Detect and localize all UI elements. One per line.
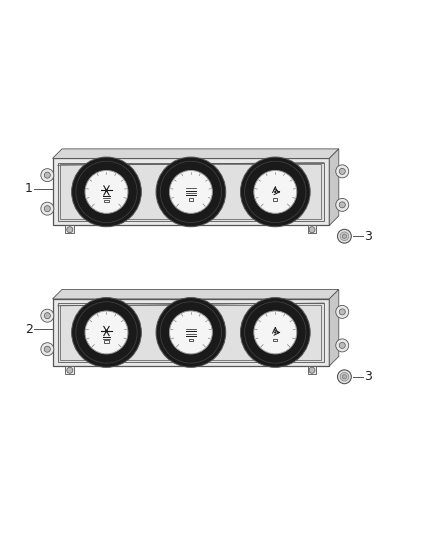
Circle shape xyxy=(309,227,315,233)
Polygon shape xyxy=(66,366,74,374)
Text: 2: 2 xyxy=(25,322,33,336)
Circle shape xyxy=(85,171,128,213)
Circle shape xyxy=(342,375,346,379)
Circle shape xyxy=(44,206,50,212)
Text: 3: 3 xyxy=(364,230,372,243)
Circle shape xyxy=(156,157,226,227)
Circle shape xyxy=(44,313,50,319)
Polygon shape xyxy=(329,289,339,366)
Circle shape xyxy=(274,191,276,193)
Circle shape xyxy=(105,189,108,192)
Circle shape xyxy=(245,161,306,223)
Text: 1: 1 xyxy=(25,182,33,195)
Circle shape xyxy=(338,370,351,384)
Circle shape xyxy=(76,302,137,363)
Circle shape xyxy=(340,373,349,381)
Circle shape xyxy=(41,168,54,182)
Circle shape xyxy=(339,342,345,349)
Circle shape xyxy=(339,309,345,315)
Circle shape xyxy=(85,311,128,354)
Circle shape xyxy=(338,229,351,243)
Circle shape xyxy=(274,332,276,334)
Circle shape xyxy=(76,161,137,223)
Polygon shape xyxy=(53,158,329,225)
Circle shape xyxy=(245,302,306,363)
Polygon shape xyxy=(329,149,339,225)
Circle shape xyxy=(240,297,310,367)
Circle shape xyxy=(342,234,346,238)
Circle shape xyxy=(240,157,310,227)
Circle shape xyxy=(254,171,297,213)
Polygon shape xyxy=(53,149,339,158)
Polygon shape xyxy=(307,225,316,233)
Circle shape xyxy=(336,165,349,178)
Polygon shape xyxy=(66,225,74,233)
Circle shape xyxy=(44,346,50,352)
Circle shape xyxy=(41,202,54,215)
Circle shape xyxy=(170,311,212,354)
Circle shape xyxy=(41,343,54,356)
Circle shape xyxy=(67,227,73,233)
Circle shape xyxy=(41,309,54,322)
Circle shape xyxy=(336,305,349,318)
Circle shape xyxy=(67,367,73,373)
Circle shape xyxy=(339,168,345,174)
Circle shape xyxy=(156,297,226,367)
Polygon shape xyxy=(58,163,324,221)
Circle shape xyxy=(105,329,108,333)
Circle shape xyxy=(336,198,349,212)
Polygon shape xyxy=(53,289,339,299)
Circle shape xyxy=(170,171,212,213)
Circle shape xyxy=(160,302,222,363)
Polygon shape xyxy=(53,299,329,366)
Circle shape xyxy=(336,339,349,352)
Circle shape xyxy=(44,172,50,178)
Circle shape xyxy=(72,157,141,227)
Circle shape xyxy=(160,161,222,223)
Circle shape xyxy=(72,297,141,367)
Text: 3: 3 xyxy=(364,370,372,383)
Polygon shape xyxy=(58,303,324,361)
Polygon shape xyxy=(307,366,316,374)
Circle shape xyxy=(309,367,315,373)
Circle shape xyxy=(340,232,349,240)
Circle shape xyxy=(339,202,345,208)
Circle shape xyxy=(254,311,297,354)
